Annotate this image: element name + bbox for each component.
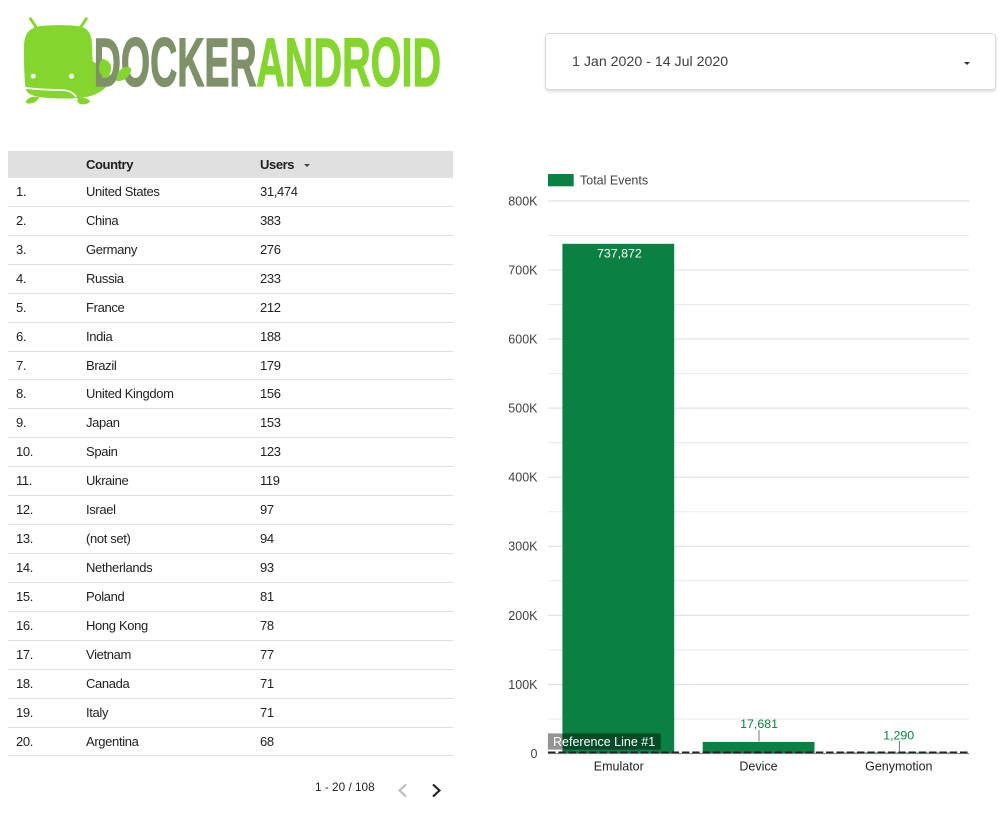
svg-text:Reference Line #1: Reference Line #1 bbox=[553, 735, 655, 749]
svg-text:700K: 700K bbox=[508, 263, 538, 277]
svg-text:800K: 800K bbox=[508, 194, 538, 208]
svg-text:600K: 600K bbox=[508, 333, 538, 347]
svg-text:ANDROID: ANDROID bbox=[256, 24, 441, 101]
svg-text:300K: 300K bbox=[508, 540, 538, 554]
svg-text:17,681: 17,681 bbox=[740, 717, 778, 731]
svg-text:737,872: 737,872 bbox=[597, 246, 642, 260]
svg-text:DOCKER: DOCKER bbox=[94, 24, 257, 101]
svg-text:200K: 200K bbox=[508, 609, 538, 623]
svg-text:Device: Device bbox=[739, 760, 777, 774]
svg-text:1,290: 1,290 bbox=[883, 728, 914, 742]
svg-text:0: 0 bbox=[531, 747, 538, 761]
svg-text:100K: 100K bbox=[508, 678, 538, 692]
svg-text:Genymotion: Genymotion bbox=[865, 760, 932, 774]
svg-text:500K: 500K bbox=[508, 402, 538, 416]
svg-text:400K: 400K bbox=[508, 471, 538, 485]
svg-text:Total Events: Total Events bbox=[580, 174, 648, 188]
svg-text:Emulator: Emulator bbox=[594, 760, 644, 774]
